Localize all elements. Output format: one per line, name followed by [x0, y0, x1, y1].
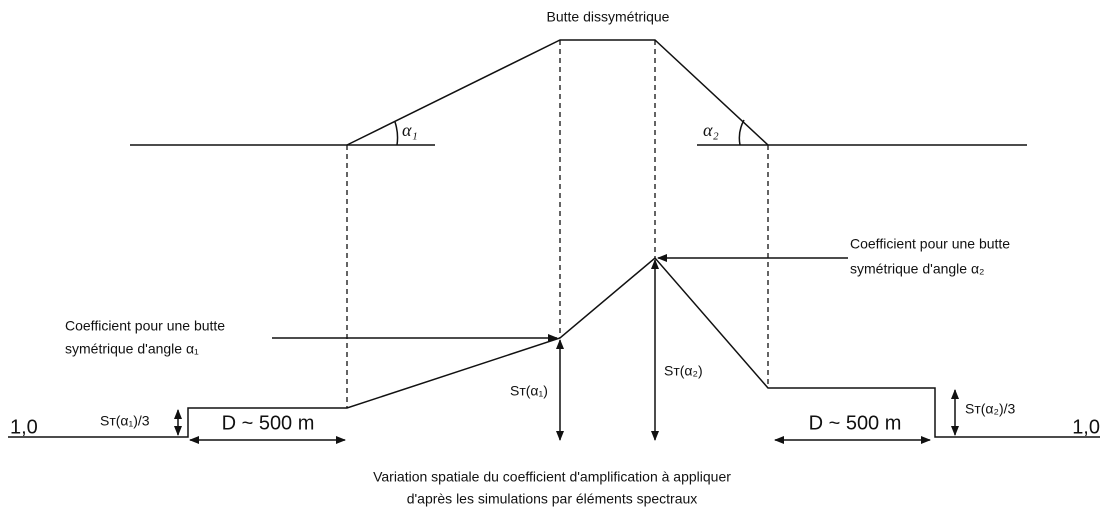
annotation: Coefficient pour une butte [65, 318, 225, 334]
label: Sт(α₂) [664, 363, 703, 379]
top-profile [130, 39, 1027, 146]
coefficient-profile [8, 256, 1100, 438]
label: Sт(α₁)/3 [100, 413, 150, 429]
label: 1,0 [1072, 416, 1100, 438]
angle-label: α₂ [703, 120, 719, 140]
title: Butte dissymétrique [547, 9, 670, 25]
label: Sт(α₂)/3 [965, 401, 1015, 417]
label: D ~ 500 m [222, 412, 315, 434]
caption: Variation spatiale du coefficient d'ampl… [373, 469, 731, 485]
annotation: Coefficient pour une butte [850, 236, 1010, 252]
annotation: symétrique d'angle α₂ [850, 261, 985, 277]
label: Sт(α₁) [510, 383, 548, 399]
projection-lines [346, 40, 769, 408]
label: 1,0 [10, 416, 38, 438]
label: D ~ 500 m [809, 412, 902, 434]
arrows [174, 254, 959, 444]
annotation: symétrique d'angle α₁ [65, 341, 199, 357]
angle-label: α₁ [402, 120, 418, 140]
caption: d'après les simulations par éléments spe… [407, 491, 698, 507]
